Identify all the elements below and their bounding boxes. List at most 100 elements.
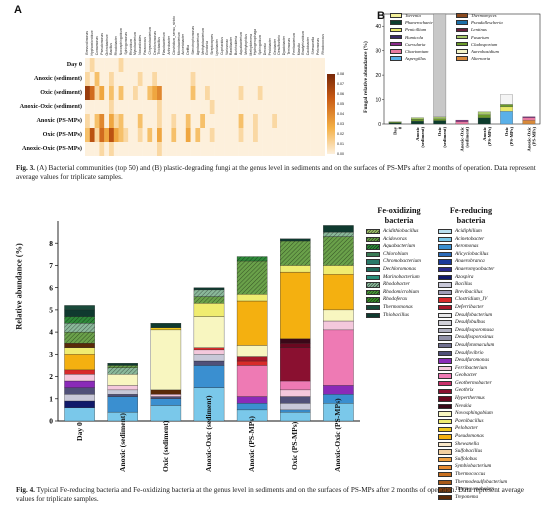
colorbar-tick: 0.06 bbox=[337, 92, 344, 96]
legend-item: Rhodomicrobium bbox=[366, 289, 438, 297]
heatmap-cell bbox=[147, 100, 153, 115]
heatmap-cell bbox=[161, 72, 167, 87]
heatmap-cell bbox=[166, 72, 172, 87]
heatmap-cell bbox=[214, 86, 220, 101]
legend-swatch bbox=[366, 305, 380, 311]
legend-swatch bbox=[456, 13, 468, 18]
legend-item: Pseudomonas bbox=[438, 433, 548, 441]
heatmap-col-label: Ochrobactrum bbox=[104, 33, 109, 55]
heatmap-cell bbox=[89, 86, 95, 101]
heatmap-col-label: Clostridium_sensu_stricto bbox=[171, 16, 176, 55]
heatmap-cell bbox=[224, 114, 230, 129]
panel-b-bar-segment bbox=[411, 117, 424, 120]
fig4-ytick-label: 1 bbox=[49, 394, 53, 403]
panel-b-legend-item: Torrenia bbox=[390, 13, 421, 18]
heatmap-row-label: Anoxic-Oxic (PS-MPs) bbox=[22, 145, 82, 152]
heatmap-cell bbox=[142, 72, 148, 87]
fig4-ytick-label: 3 bbox=[49, 350, 53, 359]
heatmap-cell bbox=[248, 100, 254, 115]
heatmap-cell bbox=[277, 114, 282, 129]
legend-swatch bbox=[438, 464, 452, 470]
fig4-ytick-label: 8 bbox=[49, 239, 53, 248]
heatmap-cell bbox=[147, 86, 153, 101]
fe-reducing-title: Fe-reducing bacteria bbox=[449, 206, 493, 225]
heatmap-cell bbox=[200, 142, 206, 156]
fig4-bar-segment bbox=[107, 394, 138, 397]
heatmap-cell bbox=[128, 72, 134, 87]
legend-label: Desulfosporosinus bbox=[455, 334, 494, 341]
heatmap-cell bbox=[152, 100, 158, 115]
heatmap-cell bbox=[128, 114, 134, 129]
fig4-chart: 0 1 2 3 4 5 6 7 8 bbox=[49, 221, 360, 426]
panel-b-bar-segment bbox=[522, 116, 536, 118]
heatmap-cell bbox=[128, 100, 134, 115]
fig4-x-labels: Day 0 Anoxic (sediment) Oxic (sediment) Ano… bbox=[60, 395, 362, 472]
heatmap-cell bbox=[305, 86, 311, 101]
legend-label: Nevskia bbox=[455, 402, 472, 409]
heatmap-cell bbox=[89, 114, 95, 129]
heatmap-cell bbox=[113, 58, 119, 73]
fig4-caption: Fig. 4. Typical Fe-reducing bacteria and… bbox=[16, 486, 544, 504]
heatmap-cell bbox=[94, 72, 100, 87]
heatmap-col-label: Caulobacter bbox=[306, 36, 311, 55]
heatmap-cell bbox=[176, 114, 182, 129]
legend-swatch bbox=[456, 27, 468, 33]
heatmap-cell bbox=[219, 86, 225, 101]
heatmap-cell bbox=[152, 86, 158, 101]
heatmap-cell bbox=[195, 128, 201, 143]
heatmap-cell bbox=[195, 142, 201, 156]
heatmap-cell bbox=[248, 86, 254, 101]
heatmap-cell bbox=[99, 142, 105, 156]
legend-item: Desulfovibrio bbox=[438, 350, 548, 358]
panel-b-bar-segment bbox=[433, 13, 447, 118]
legend-item: Thermodesulfobacterium bbox=[438, 479, 548, 487]
heatmap-cell bbox=[291, 114, 297, 129]
legend-label: Azospira bbox=[455, 273, 474, 280]
fe-oxidizing-title: Fe-oxidizing bacteria bbox=[377, 206, 421, 225]
heatmap-cell bbox=[185, 142, 191, 156]
heatmap-cell bbox=[238, 86, 244, 101]
heatmap-cell bbox=[133, 58, 138, 73]
legend-swatch bbox=[438, 396, 452, 402]
heatmap-cell bbox=[233, 142, 239, 156]
heatmap-cell bbox=[248, 58, 254, 73]
legend-label: Thermovenabulum bbox=[455, 486, 494, 493]
heatmap-cell bbox=[243, 58, 249, 73]
heatmap-cell bbox=[310, 72, 316, 87]
legend-swatch bbox=[438, 335, 452, 341]
heatmap-cell bbox=[123, 142, 129, 156]
panel-b-bar-segment bbox=[477, 117, 491, 125]
panel-b-legend-item: Lentinus bbox=[456, 27, 487, 32]
heatmap-cell bbox=[85, 100, 90, 115]
heatmap-cell bbox=[147, 58, 153, 73]
heatmap-cell bbox=[171, 128, 177, 143]
heatmap-cell bbox=[257, 100, 263, 115]
heatmap-cell bbox=[205, 72, 210, 87]
heatmap-cell bbox=[209, 142, 215, 156]
legend-swatch bbox=[438, 426, 452, 432]
colorbar-tick: 0.05 bbox=[337, 102, 344, 106]
legend-label: Geobacter bbox=[455, 372, 477, 379]
fig4-bar-hatch bbox=[237, 256, 268, 261]
legend-label: Novosphingobium bbox=[455, 410, 493, 417]
legend-label: Pseudomonas bbox=[455, 433, 484, 440]
heatmap-cell bbox=[171, 72, 177, 87]
heatmap-cell bbox=[301, 58, 306, 73]
heatmap-cell bbox=[272, 142, 278, 156]
heatmap-cell bbox=[296, 86, 302, 101]
legend-item: Geothrix bbox=[438, 387, 548, 395]
heatmap-cell bbox=[133, 142, 138, 156]
heatmap-cell bbox=[238, 58, 244, 73]
legend-label: Desulfobacterium bbox=[455, 311, 493, 318]
heatmap-cell bbox=[152, 142, 158, 156]
fig4-bar-hatch bbox=[323, 232, 354, 237]
panel-b-bar-segment bbox=[411, 118, 424, 122]
panel-b-legend-item: Aspergillus bbox=[390, 56, 426, 61]
heatmap-cell bbox=[109, 100, 114, 115]
panel-b-legend-label: Pseudallescheria bbox=[471, 20, 503, 26]
heatmap-cell bbox=[190, 58, 196, 73]
heatmap-col-label: Gordonia bbox=[205, 41, 210, 55]
heatmap-cell bbox=[286, 72, 292, 87]
fig4-category-label: Anoxic-Oxic (PS-MPs) bbox=[333, 398, 343, 472]
legend-swatch bbox=[438, 343, 452, 349]
